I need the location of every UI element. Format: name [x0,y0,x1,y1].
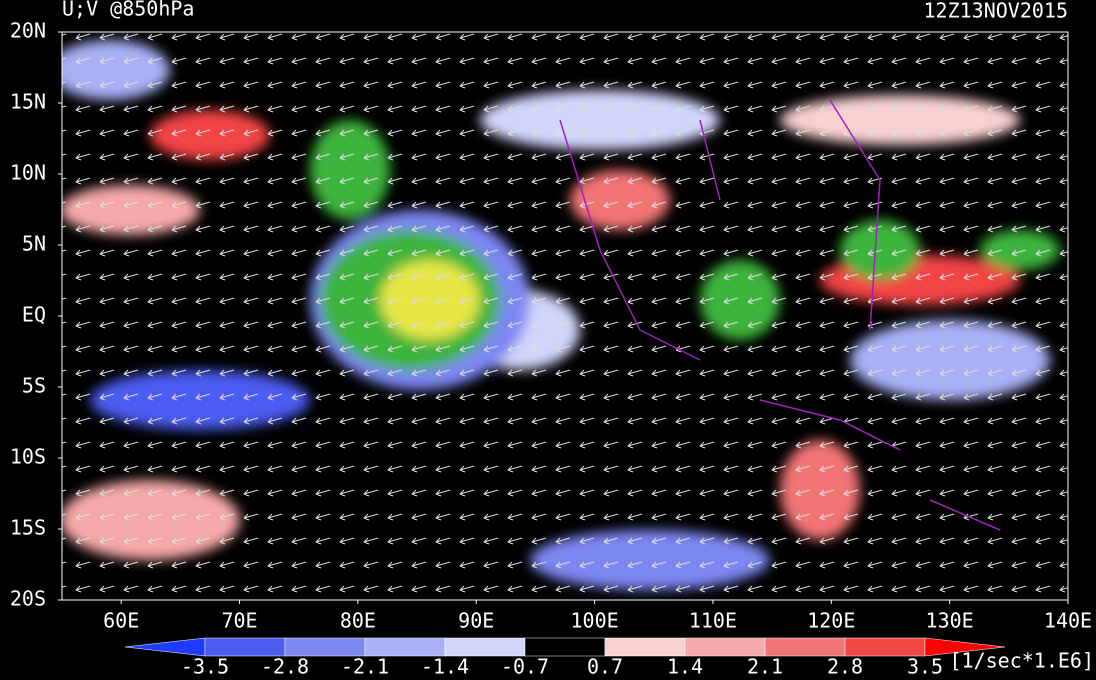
lon-label: 80E [340,609,376,633]
lat-label: 10N [10,161,46,185]
colorbar: -3.5 -2.8 -2.1 -1.4 -0.7 0.7 1.4 2.1 2.8 3.5 [1/se… [124,637,1095,679]
map-title: U;V @850hPa [62,0,194,21]
colorbar-label: -3.5 [181,655,229,679]
colorbar-label: -2.8 [261,655,309,679]
colorbar-label: -1.4 [421,655,469,679]
colorbar-arrow [124,637,206,657]
colorbar-segment [204,637,286,657]
colorbar-units: [1/sec*1.E6] [950,649,1095,673]
lon-label: 70E [221,609,257,633]
lon-label: 140E [1044,609,1092,633]
lat-label: 5N [22,232,46,256]
colorbar-label: 1.4 [667,655,703,679]
lat-label: 10S [10,445,46,469]
lat-label: 20N [10,19,46,43]
colorbar-label: 2.8 [827,655,863,679]
axis-labels: 20N 15N 10N 5N EQ 5S 10S 15S 20S 60E 70E 80E 90E 100E… [10,19,1092,633]
lon-label: 110E [689,609,737,633]
colorbar-segment [524,637,606,657]
colorbar-label: 2.1 [747,655,783,679]
colorbar-label: 0.7 [587,655,623,679]
colorbar-segment [844,637,926,657]
lon-label: 100E [571,609,619,633]
map-field [62,32,1068,600]
lat-label: EQ [22,303,46,327]
colorbar-segment [604,637,686,657]
lat-label: 5S [22,374,46,398]
lon-label: 120E [807,609,855,633]
lon-label: 90E [458,609,494,633]
lat-label: 15S [10,516,46,540]
lon-label: 60E [103,609,139,633]
colorbar-label: -2.1 [341,655,389,679]
colorbar-segment [764,637,846,657]
colorbar-label: -0.7 [501,655,549,679]
colorbar-label: 3.5 [907,655,943,679]
map-time: 12Z13NOV2015 [924,0,1069,23]
colorbar-segment [364,637,446,657]
lat-label: 15N [10,90,46,114]
lon-label: 130E [926,609,974,633]
colorbar-segment [444,637,526,657]
lat-label: 20S [10,587,46,611]
colorbar-segment [284,637,366,657]
colorbar-segment [684,637,766,657]
colorbar-arrow [924,637,1006,657]
